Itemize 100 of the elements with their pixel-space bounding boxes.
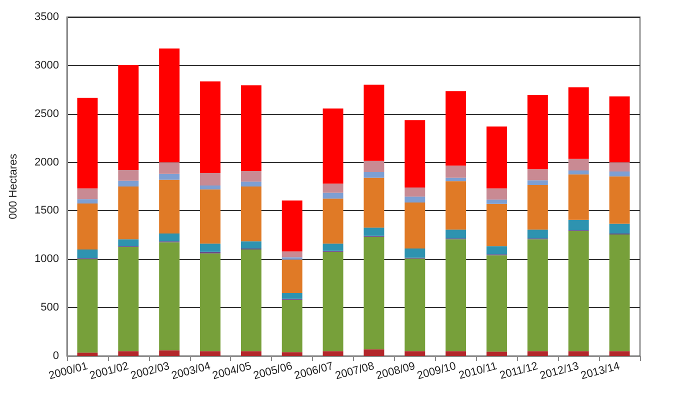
- bar: [527, 180, 548, 186]
- bar: [118, 186, 139, 240]
- bar: [159, 162, 180, 174]
- bar: [609, 171, 630, 176]
- bar: [322, 252, 344, 352]
- bar: [486, 352, 507, 356]
- bar: [118, 239, 139, 246]
- bar: [364, 84, 384, 161]
- bar: [568, 220, 589, 230]
- bar: [404, 258, 426, 352]
- bar: [364, 160, 384, 172]
- bar: [322, 192, 344, 199]
- bar: [200, 253, 220, 352]
- bar: [527, 230, 548, 238]
- x-tick-label: 2010/11: [458, 360, 498, 382]
- bar: [322, 351, 344, 356]
- bar: [240, 249, 262, 352]
- bar: [282, 260, 302, 294]
- bar: [159, 180, 180, 234]
- bar: [364, 172, 384, 178]
- bar: [240, 351, 262, 356]
- bar: [486, 126, 507, 188]
- bar: [486, 255, 507, 352]
- bar: [609, 351, 630, 356]
- bar: [486, 200, 507, 204]
- bar: [568, 351, 589, 356]
- bar: [200, 81, 220, 173]
- y-tick-label: 1000: [34, 253, 59, 266]
- bar: [282, 251, 302, 258]
- bar: [322, 108, 344, 184]
- bar: [446, 239, 466, 352]
- y-tick-label: 0: [52, 350, 59, 362]
- bar: [364, 228, 384, 236]
- y-tick-label: 2000: [34, 156, 59, 168]
- bar: [322, 244, 344, 251]
- bar: [486, 188, 507, 200]
- bar: [527, 169, 548, 180]
- bar: [118, 247, 139, 352]
- x-tick-label: 2008/09: [374, 360, 416, 382]
- bar: [200, 351, 220, 356]
- bar: [527, 185, 548, 230]
- bar: [118, 64, 139, 170]
- bar: [77, 259, 98, 353]
- x-tick-label: 2011/12: [498, 360, 540, 382]
- bar: [159, 233, 180, 242]
- bar: [200, 186, 220, 190]
- bar: [77, 352, 98, 356]
- bar: [159, 350, 180, 356]
- bar: [446, 181, 466, 230]
- bar: [609, 176, 630, 224]
- bar: [240, 241, 262, 248]
- bar: [118, 170, 139, 181]
- bar: [159, 48, 180, 162]
- bar: [404, 196, 426, 202]
- bar: [282, 300, 302, 352]
- bar: [446, 91, 466, 166]
- x-tick-label: 2000/01: [48, 360, 90, 382]
- bar: [118, 351, 139, 356]
- x-tick-label: 2001/02: [88, 360, 130, 382]
- bar: [568, 158, 589, 171]
- bar: [609, 162, 630, 172]
- x-tick-label: 2003/04: [170, 360, 212, 382]
- bar: [240, 182, 262, 186]
- y-tick-label: 1500: [34, 204, 59, 217]
- bar: [404, 351, 426, 356]
- y-axis-title: 000 Hectares: [8, 153, 20, 220]
- bar: [404, 187, 426, 197]
- bar: [282, 200, 302, 252]
- bar: [282, 352, 302, 356]
- bar: [404, 248, 426, 258]
- bar: [118, 180, 139, 186]
- bar: [200, 244, 220, 252]
- bar: [404, 202, 426, 248]
- x-tick-label: 2005/06: [252, 360, 294, 382]
- x-tick-label: 2004/05: [211, 360, 253, 382]
- bar: [77, 249, 98, 258]
- bar: [568, 174, 589, 220]
- bar: [609, 224, 630, 234]
- bar: [364, 236, 384, 350]
- bar: [282, 257, 302, 260]
- bar: [446, 166, 466, 178]
- bar: [446, 230, 466, 238]
- bar: [282, 293, 302, 299]
- bar: [446, 351, 466, 356]
- bar: [159, 242, 180, 350]
- x-tick-label: 2013/14: [580, 360, 622, 382]
- y-tick-label: 3500: [34, 11, 59, 23]
- bar: [486, 204, 507, 246]
- bar: [568, 87, 589, 159]
- bar: [568, 231, 589, 352]
- x-tick-label: 2007/08: [334, 360, 376, 382]
- bar: [200, 189, 220, 244]
- bar: [159, 174, 180, 180]
- bar: [568, 170, 589, 174]
- bar: [240, 171, 262, 182]
- bar: [404, 120, 426, 188]
- bar: [77, 203, 98, 250]
- bar: [486, 246, 507, 254]
- bar: [322, 198, 344, 244]
- bar: [322, 184, 344, 193]
